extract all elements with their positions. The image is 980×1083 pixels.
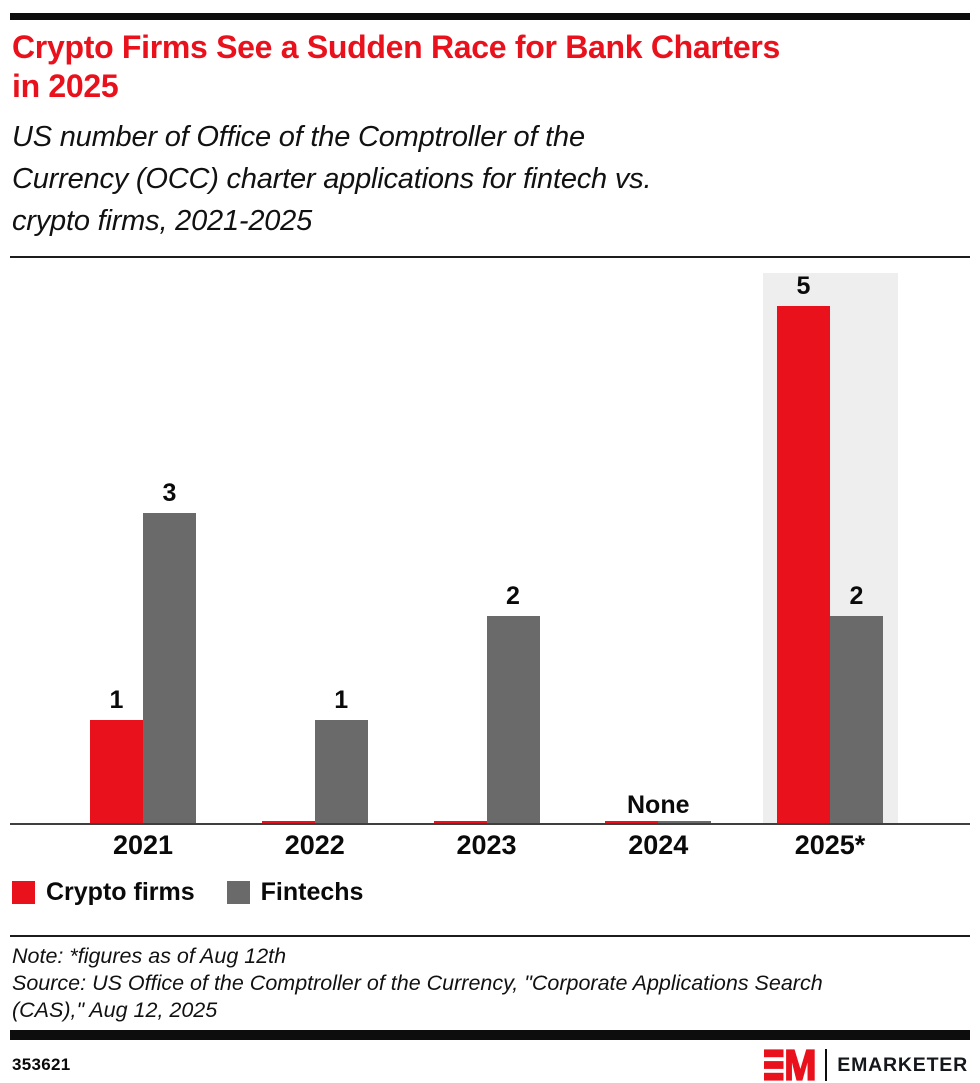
bar-2022-fintechs [314,719,368,823]
chart-subtitle: US number of Office of the Comptroller o… [12,121,652,237]
x-axis-label-2025*: 2025* [794,830,866,860]
notes-divider [10,935,970,937]
bar-value-label-2023-1: 2 [506,582,520,611]
bar-value-label-2025*-0: 5 [796,272,811,300]
bar-2024-crypto-firms [605,821,659,823]
brand-logo: EMARKETER [764,1048,968,1082]
chart-id: 353621 [12,1055,71,1074]
crypto-firms-swatch-icon [12,880,35,904]
legend-label-fintechs: Fintechs [260,877,364,906]
x-axis-label-2021: 2021 [112,830,174,860]
notes-block: Note: *figures as of Aug 12th Source: US… [12,943,968,1024]
bar-value-label-2022-1: 1 [334,685,349,714]
bar-2023-crypto-firms [433,821,487,823]
bar-2023-fintechs [486,616,540,823]
bar-value-label-2021-1: 3 [162,478,177,507]
top-rule-bar [10,13,970,20]
footer: 353621 EMARKETER [12,1048,968,1082]
bar-2024-fintechs [658,821,712,823]
x-axis-label-2023: 2023 [456,830,517,860]
chart-title: Crypto Firms See a Sudden Race for Bank … [12,29,781,104]
bar-value-label-2021-0: 1 [109,685,124,714]
bar-2021-fintechs [143,512,196,823]
em-monogram-icon [764,1049,815,1081]
footer-rule-bar [10,1030,970,1040]
source-text: Source: US Office of the Comptroller of … [12,971,823,1022]
bar-2025*-crypto-firms [777,306,830,823]
chart-legend: Crypto firms Fintechs [12,877,968,907]
bar-value-label-2025*-1: 2 [849,582,864,611]
bar-chart: 1 3 1 2 None 5 2 [10,265,970,825]
brand-name: EMARKETER [837,1053,968,1076]
fintechs-swatch-icon [226,880,250,904]
legend-label-crypto-firms: Crypto firms [46,877,195,906]
bar-2021-crypto-firms [90,719,143,823]
note-text: Note: *figures as of Aug 12th [12,944,287,968]
brand-divider [825,1049,828,1081]
x-axis-label-2022: 2022 [284,830,345,860]
x-axis-label-2024: 2024 [628,830,689,860]
bar-2022-crypto-firms [261,821,315,823]
legend-item-crypto-firms: Crypto firms [12,878,195,907]
legend-item-fintechs: Fintechs [226,877,364,907]
x-axis-labels: 2021 2022 2023 2024 2025* [10,825,970,863]
header-divider [10,256,970,258]
group-label-2024: None [627,791,690,819]
bar-2025*-fintechs [830,616,883,823]
